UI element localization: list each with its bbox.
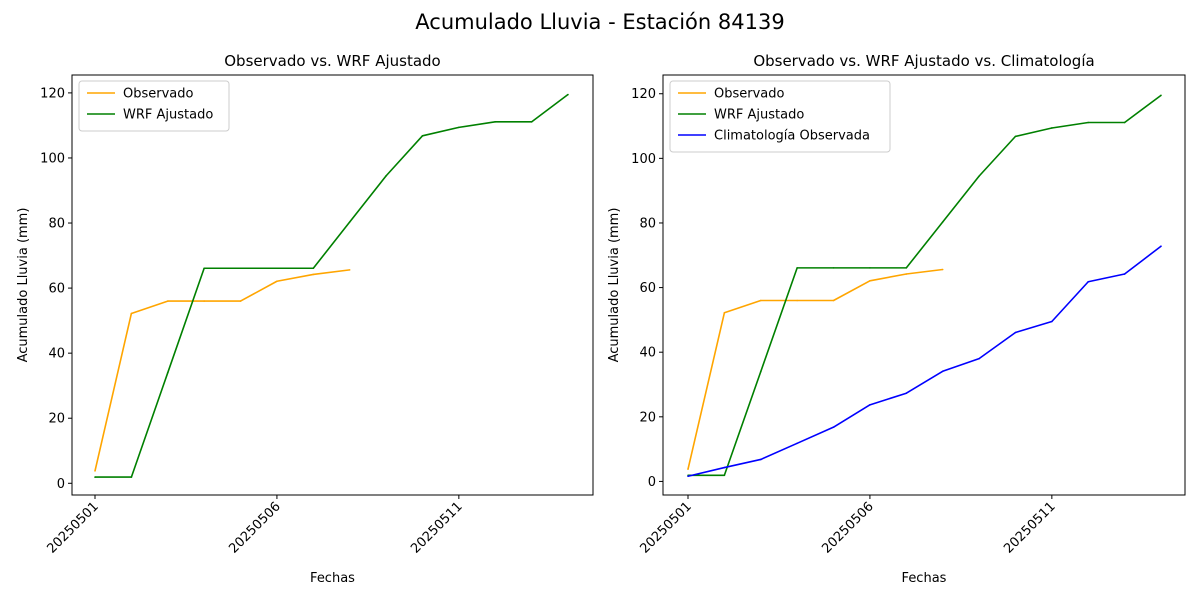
data-point-wrf-ajustado (239, 267, 242, 270)
data-point-observado (905, 273, 908, 275)
x-axis-label: Fechas (310, 571, 355, 586)
x-tick-label: 20250501 (637, 499, 694, 556)
data-point-wrf-ajustado (1123, 121, 1126, 124)
data-point-climatolog-a-observada (1160, 245, 1162, 248)
data-point-observado (941, 268, 944, 271)
data-point-observado (130, 312, 133, 315)
data-point-observado (239, 300, 242, 302)
legend-box (669, 80, 891, 153)
data-point-wrf-ajustado (759, 370, 762, 373)
y-tick-label: 100 (40, 151, 65, 166)
data-point-observado (203, 300, 205, 302)
data-point-climatolog-a-observada (1123, 273, 1126, 275)
y-tick-label: 0 (648, 475, 656, 490)
data-point-climatolog-a-observada (1051, 320, 1053, 323)
plot-frame (71, 74, 594, 496)
data-point-observado (687, 468, 689, 470)
data-point-wrf-ajustado (796, 267, 798, 269)
chart-title: Observado vs. WRF Ajustado (224, 52, 440, 70)
data-point-wrf-ajustado (567, 93, 569, 96)
y-tick-label: 80 (48, 217, 65, 232)
y-tick-label: 100 (631, 152, 656, 167)
data-point-climatolog-a-observada (832, 426, 835, 428)
data-point-observado (796, 299, 798, 302)
x-tick-label: 20250511 (1001, 499, 1058, 556)
data-point-wrf-ajustado (94, 476, 96, 478)
y-axis-label: Acumulado Lluvia (mm) (607, 208, 622, 363)
data-point-observado (94, 470, 96, 472)
legend-label: Observado (714, 87, 785, 102)
data-point-wrf-ajustado (1087, 121, 1090, 124)
data-point-observado (312, 273, 315, 276)
x-axis-label: Fechas (902, 571, 947, 586)
legend-label: Observado (123, 87, 194, 102)
y-tick-label: 20 (48, 412, 65, 427)
data-point-wrf-ajustado (348, 221, 351, 223)
data-point-wrf-ajustado (385, 175, 387, 177)
data-point-wrf-ajustado (941, 221, 944, 223)
data-point-wrf-ajustado (166, 371, 169, 374)
series-line-observado (687, 268, 943, 470)
data-point-climatolog-a-observada (905, 392, 908, 395)
y-tick-label: 40 (48, 347, 65, 362)
data-point-wrf-ajustado (978, 175, 980, 177)
data-point-wrf-ajustado (1014, 135, 1017, 138)
series-line-wrf-ajustado (95, 93, 569, 478)
data-point-climatolog-a-observada (941, 370, 944, 373)
y-tick-label: 120 (40, 86, 65, 101)
data-point-wrf-ajustado (1051, 127, 1053, 129)
y-tick-label: 80 (639, 216, 656, 231)
data-point-observado (348, 269, 351, 271)
data-point-climatolog-a-observada (796, 442, 798, 445)
data-point-wrf-ajustado (530, 121, 533, 123)
legend-box (78, 80, 230, 132)
data-point-wrf-ajustado (458, 126, 460, 129)
legend-label: WRF Ajustado (123, 108, 213, 123)
data-point-observado (166, 300, 169, 302)
data-point-wrf-ajustado (494, 121, 497, 123)
data-point-climatolog-a-observada (869, 404, 871, 406)
data-point-wrf-ajustado (203, 267, 205, 270)
plot-frame (662, 74, 1186, 496)
data-point-wrf-ajustado (312, 267, 315, 270)
y-tick-label: 0 (57, 477, 65, 492)
y-tick-label: 40 (639, 346, 656, 361)
y-axis-label: Acumulado Lluvia (mm) (16, 208, 31, 363)
data-point-climatolog-a-observada (978, 357, 980, 360)
data-point-wrf-ajustado (869, 267, 871, 269)
data-point-observado (723, 311, 726, 314)
data-point-climatolog-a-observada (687, 475, 689, 478)
data-point-observado (832, 299, 835, 302)
y-tick-label: 60 (48, 282, 65, 297)
chart-title: Observado vs. WRF Ajustado vs. Climatolo… (753, 52, 1094, 70)
data-point-climatolog-a-observada (759, 458, 762, 461)
legend-label: WRF Ajustado (714, 108, 804, 123)
legend-label: Climatología Observada (714, 129, 870, 144)
data-point-climatolog-a-observada (723, 466, 726, 469)
data-point-observado (276, 280, 278, 283)
data-point-observado (759, 299, 762, 302)
data-point-wrf-ajustado (905, 267, 908, 269)
series-line-wrf-ajustado (688, 94, 1162, 477)
data-point-climatolog-a-observada (1087, 280, 1090, 283)
series-line-climatolog-a-observada (687, 245, 1162, 478)
figure-title: Acumulado Lluvia - Estación 84139 (415, 10, 785, 34)
data-point-wrf-ajustado (130, 476, 133, 478)
data-point-climatolog-a-observada (1014, 331, 1017, 334)
x-tick-label: 20250506 (819, 499, 876, 556)
y-tick-label: 120 (631, 87, 656, 102)
data-point-wrf-ajustado (1160, 94, 1162, 97)
y-tick-label: 20 (639, 410, 656, 425)
series-line-observado (94, 269, 350, 472)
data-point-wrf-ajustado (723, 474, 726, 477)
data-point-wrf-ajustado (276, 267, 278, 270)
data-point-wrf-ajustado (421, 135, 424, 137)
data-point-wrf-ajustado (832, 267, 835, 269)
data-point-observado (869, 280, 871, 282)
y-tick-label: 60 (639, 281, 656, 296)
